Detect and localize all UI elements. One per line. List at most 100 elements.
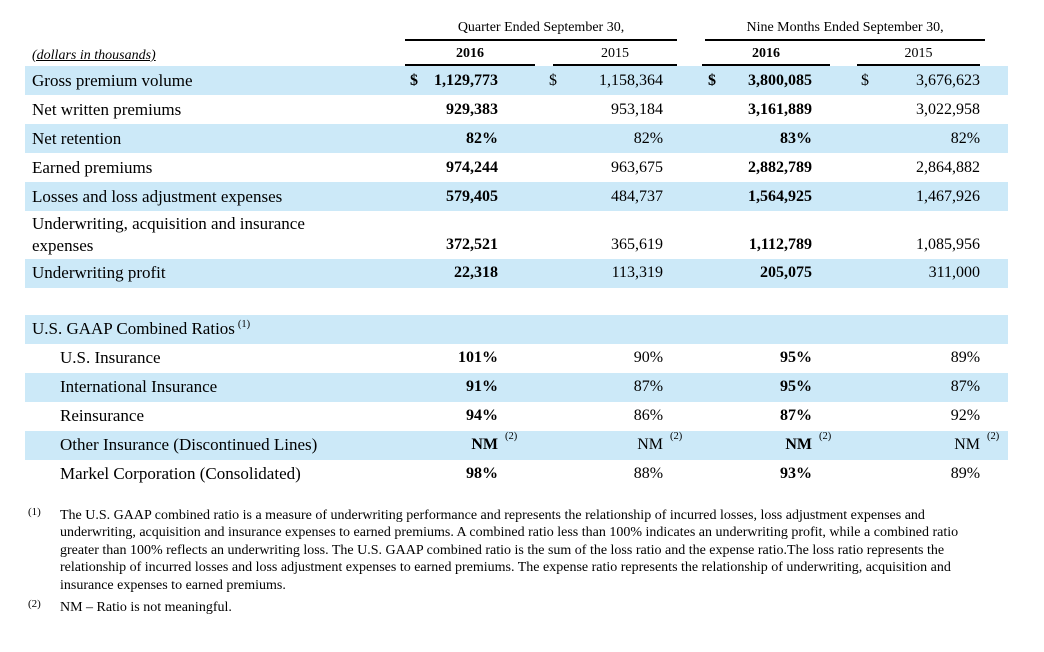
footnote-marker: (1) xyxy=(28,505,41,518)
table-row: Reinsurance 94% 86% 87% 92% xyxy=(25,402,1008,431)
section-spacer xyxy=(25,288,1008,315)
value-cell: 205,075 xyxy=(682,258,836,288)
value-cell: 579,405 xyxy=(400,182,535,211)
row-label: Net written premiums xyxy=(32,99,182,119)
row-label: Reinsurance xyxy=(60,406,145,425)
footnote-ref-2: (2) xyxy=(819,431,832,442)
units-note: (dollars in thousands) xyxy=(32,48,156,63)
value-cell: 94% xyxy=(466,407,498,424)
row-label: Gross premium volume xyxy=(25,66,400,95)
value-cell: 82% xyxy=(400,124,535,153)
value-cell: 1,564,925 xyxy=(682,182,836,211)
value-cell: 82% xyxy=(835,124,1009,153)
footnote-ref-2: (2) xyxy=(670,431,683,442)
value-cell: 372,521 xyxy=(446,235,498,253)
value-cell: 92% xyxy=(950,407,981,424)
value-cell: 87% xyxy=(780,407,813,424)
row-label: Underwriting profit xyxy=(25,258,400,288)
value-cell: 91% xyxy=(400,372,535,402)
value-cell: $1,129,773 xyxy=(400,66,535,95)
table-row: Underwriting, acquisition and insurance … xyxy=(25,211,1008,259)
row-label: Earned premiums xyxy=(32,157,153,177)
value-cell: 953,184 xyxy=(611,100,664,118)
value-cell: 95% xyxy=(682,372,836,402)
year-header-q-2015: 2015 xyxy=(553,46,678,66)
premium-rows: Gross premium volume $1,129,773 $1,158,364… xyxy=(25,66,1009,288)
table-row: Other Insurance (Discontinued Lines) NM (2… xyxy=(25,430,1009,460)
footnote: (1) The U.S. GAAP combined ratio is a mea… xyxy=(28,505,1013,595)
year-header-9m-2016: 2016 xyxy=(702,46,831,66)
row-label: Losses and loss adjustment expenses xyxy=(25,182,400,211)
ratio-section-title-text: U.S. GAAP Combined Ratios xyxy=(32,319,235,338)
value-cell: 311,000 xyxy=(835,258,1009,288)
ratio-section-header-row: U.S. GAAP Combined Ratios (1) xyxy=(25,314,1009,344)
value-cell: 101% xyxy=(458,349,498,366)
value-cell: 93% xyxy=(780,465,813,482)
value-cell: 1,112,789 xyxy=(748,235,813,253)
table-row: Gross premium volume $1,129,773 $1,158,364… xyxy=(25,66,1009,95)
dollar-sign: $ xyxy=(410,71,418,89)
value-cell: 1,467,926 xyxy=(835,182,1009,211)
footnote-marker: (2) xyxy=(28,598,41,611)
row-label: Other Insurance (Discontinued Lines) xyxy=(25,430,400,460)
value-cell: 365,619 xyxy=(611,235,664,253)
value-cell: 484,737 xyxy=(535,182,683,211)
value-cell: 83% xyxy=(682,124,836,153)
footnotes: (1) The U.S. GAAP combined ratio is a mea… xyxy=(28,505,1013,618)
footnote: (2) NM – Ratio is not meaningful. xyxy=(28,598,1013,617)
value-cell: 3,022,958 xyxy=(916,100,981,118)
value-cell: $1,158,364 xyxy=(535,66,683,95)
value-cell: 2,882,789 xyxy=(748,158,813,176)
document-page: Quarter Ended September 30, Nine Months … xyxy=(0,14,1044,652)
row-label: International Insurance xyxy=(25,372,400,402)
table-row: Net written premiums 929,383 953,184 3,161,… xyxy=(25,95,1008,124)
value-cell: 2,864,882 xyxy=(916,158,981,176)
value-cell: 974,244 xyxy=(446,158,498,176)
value-cell: 89% xyxy=(950,349,981,366)
nine-months-ended-header: Nine Months Ended September 30, xyxy=(705,20,986,41)
table-row: International Insurance 91% 87% 95% 87% xyxy=(25,372,1009,402)
value-cell: 89% xyxy=(950,465,981,482)
ratio-rows: U.S. Insurance 101% 90% 95% 89% International… xyxy=(25,344,1009,489)
quarter-ended-header: Quarter Ended September 30, xyxy=(405,20,678,41)
financial-summary-table: Quarter Ended September 30, Nine Months … xyxy=(25,14,1009,489)
table-row: Markel Corporation (Consolidated) 98% 88% 9… xyxy=(25,460,1008,489)
value-cell: 87% xyxy=(535,372,683,402)
dollar-sign: $ xyxy=(549,71,557,89)
value-cell: NM (2) xyxy=(835,430,1009,460)
value-cell: NM (2) xyxy=(535,430,683,460)
table-row: Losses and loss adjustment expenses 579,4… xyxy=(25,182,1009,211)
value-cell: 98% xyxy=(466,465,498,482)
value-cell: 3,161,889 xyxy=(748,100,813,118)
table-row: Net retention 82% 82% 83% 82% xyxy=(25,124,1009,153)
value-cell: 1,085,956 xyxy=(916,235,981,253)
value-cell: 113,319 xyxy=(535,258,683,288)
footnote-text: NM – Ratio is not meaningful. xyxy=(60,600,232,616)
column-group-header-row: Quarter Ended September 30, Nine Months … xyxy=(25,14,1008,41)
value-cell: 88% xyxy=(633,465,664,482)
table-row: U.S. Insurance 101% 90% 95% 89% xyxy=(25,344,1008,373)
value-cell: 82% xyxy=(535,124,683,153)
row-label: Underwriting, acquisition and insurance … xyxy=(32,214,305,255)
footnote-ref-1: (1) xyxy=(237,319,251,331)
value-cell: 90% xyxy=(633,349,664,366)
value-cell: 929,383 xyxy=(446,100,498,118)
value-cell: 86% xyxy=(633,407,664,424)
value-cell: $3,800,085 xyxy=(682,66,836,95)
year-header-row: (dollars in thousands) 2016 2015 2016 20… xyxy=(25,41,1008,66)
footnote-ref-2: (2) xyxy=(987,431,1000,442)
dollar-sign: $ xyxy=(708,71,717,89)
row-label: Markel Corporation (Consolidated) xyxy=(60,464,301,483)
table-row: Underwriting profit 22,318 113,319 205,075 3… xyxy=(25,258,1009,288)
footnote-text: The U.S. GAAP combined ratio is a measur… xyxy=(60,507,959,593)
value-cell: 95% xyxy=(780,349,813,366)
year-header-q-2016: 2016 xyxy=(405,46,535,66)
year-header-9m-2015: 2015 xyxy=(857,46,981,66)
value-cell: $3,676,623 xyxy=(835,66,1009,95)
value-cell: 963,675 xyxy=(611,158,664,176)
row-label: U.S. Insurance xyxy=(60,348,161,367)
dollar-sign: $ xyxy=(861,71,870,89)
value-cell: 87% xyxy=(835,372,1009,402)
footnote-ref-2: (2) xyxy=(505,431,518,442)
ratio-section-title: U.S. GAAP Combined Ratios (1) xyxy=(25,314,1009,344)
